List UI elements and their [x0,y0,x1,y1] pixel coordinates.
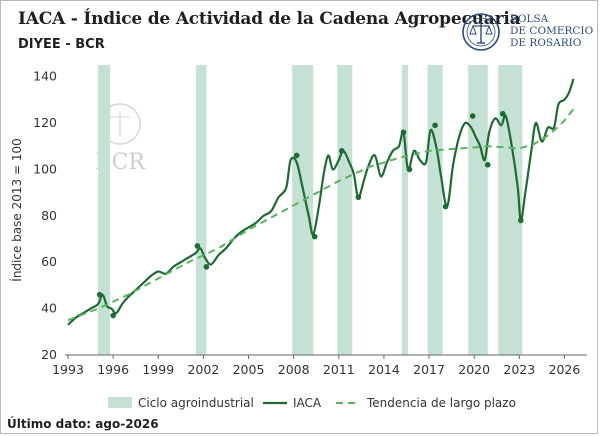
x-tick-label-4: 2005 [233,362,265,377]
x-tick-label-6: 2011 [323,362,355,377]
turning-point-5 [311,233,318,240]
logo-line-3: DE ROSARIO [510,37,582,49]
y-tick-label-3: 80 [41,208,57,223]
turning-point-2 [194,243,201,249]
y-tick-label-5: 120 [33,115,57,130]
x-tick-label-7: 2014 [368,362,400,377]
x-tick-label-9: 2020 [458,362,490,377]
y-tick-label-6: 140 [33,69,57,84]
shaded-periods [98,65,523,355]
y-axis-label: Índice base 2013 = 100 [9,138,24,281]
x-tick-label-10: 2023 [503,362,535,377]
logo-text: BOLSA DE COMERCIO DE ROSARIO [510,13,593,49]
turning-point-15 [518,217,524,224]
legend: Ciclo agroindustrial IACA Tendencia de lar… [108,396,516,410]
x-tick-label-0: 1993 [52,362,84,377]
highlight-points [96,110,524,319]
iaca-series-line [67,78,575,326]
bcr-seal-icon [462,13,500,51]
bcr-logo: BOLSA DE COMERCIO DE ROSARIO [461,12,593,52]
turning-point-0 [96,291,103,298]
legend-label-cycle: Ciclo agroindustrial [138,396,254,410]
shade-period-6 [468,65,488,355]
y-tick-label-1: 40 [41,301,57,316]
turning-point-14 [499,110,506,117]
turning-point-9 [406,166,413,173]
y-tick-label-4: 100 [33,161,57,176]
turning-point-11 [442,203,449,210]
shade-period-0 [98,65,111,355]
shade-period-4 [401,65,408,355]
turning-point-4 [293,152,300,159]
x-tick-label-2: 1999 [142,362,174,377]
x-tick-label-5: 2008 [278,362,310,377]
turning-point-7 [355,194,362,201]
turning-point-3 [203,264,210,270]
turning-point-10 [432,122,438,129]
turning-point-6 [338,148,345,154]
legend-swatch-cycle [108,397,132,408]
trend-series-line [67,108,575,322]
logo-line-2: DE COMERCIO [510,25,594,37]
y-tick-label-2: 60 [41,254,57,269]
series-layer [67,78,575,326]
axes: 1993 1996 1999 2002 2005 2008 2011 2014 2017 2020… [33,69,587,377]
turning-point-8 [400,129,407,136]
chart-title: IACA - Índice de Actividad de la Cadena … [18,9,521,29]
turning-point-12 [469,113,476,119]
x-tick-label-11: 2026 [549,362,581,377]
legend-label-trend: Tendencia de largo plazo [366,396,516,410]
y-tick-label-0: 20 [41,347,57,362]
x-tick-label-8: 2017 [413,362,445,377]
turning-point-13 [484,161,491,168]
chart-subtitle: DIYEE - BCR [18,37,105,52]
shade-period-3 [337,65,353,355]
legend-label-iaca: IACA [293,396,322,410]
x-tick-label-1: 1996 [97,362,129,377]
x-tick-label-3: 2002 [187,362,219,377]
logo-line-1: BOLSA [510,13,549,25]
turning-point-1 [110,312,116,319]
shade-period-5 [427,65,443,355]
last-data-note: Último dato: ago-2026 [7,417,159,431]
shade-period-2 [292,65,314,355]
shade-period-1 [195,65,207,355]
